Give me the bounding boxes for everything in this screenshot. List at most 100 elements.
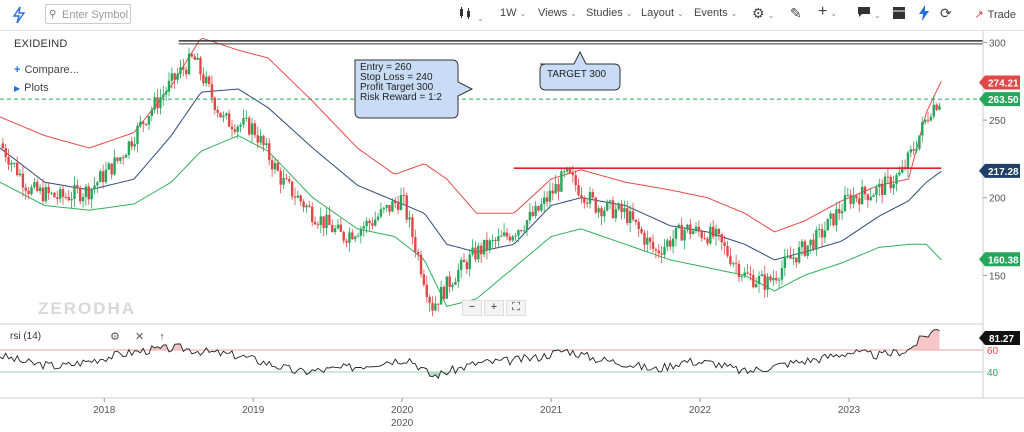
lightning-logo-icon[interactable] bbox=[12, 6, 26, 24]
events-menu[interactable]: Events ⌄ bbox=[694, 7, 737, 19]
comment-button[interactable]: ⌄ bbox=[857, 6, 881, 21]
candle-down bbox=[657, 250, 660, 254]
compare-button[interactable]: + Compare... bbox=[14, 64, 79, 76]
gear-icon[interactable]: ⚙ bbox=[110, 331, 120, 343]
candle-down bbox=[820, 228, 824, 238]
candle-down bbox=[505, 232, 509, 237]
candle-down bbox=[437, 303, 440, 305]
candle-up bbox=[757, 275, 761, 284]
candle-up bbox=[906, 152, 910, 169]
candle-up bbox=[852, 195, 855, 204]
candle-up bbox=[50, 192, 53, 194]
candle-up bbox=[359, 228, 363, 236]
studies-menu[interactable]: Studies ⌄ bbox=[586, 7, 632, 19]
compare-label: Compare... bbox=[24, 64, 79, 76]
trade-button[interactable]: ↗ Trade bbox=[974, 8, 1016, 21]
candle-up bbox=[511, 236, 514, 241]
candle-up bbox=[107, 163, 111, 170]
candle-up bbox=[236, 126, 239, 132]
candle-down bbox=[660, 253, 663, 255]
candle-up bbox=[800, 241, 804, 248]
candle-up bbox=[646, 237, 649, 245]
close-icon[interactable]: ✕ bbox=[134, 331, 145, 343]
candle-up bbox=[740, 276, 744, 278]
candle-up bbox=[305, 205, 308, 208]
candle-down bbox=[27, 190, 30, 194]
candle-up bbox=[780, 268, 784, 280]
candle-down bbox=[4, 148, 7, 158]
candle-up bbox=[826, 218, 829, 231]
candle-up bbox=[883, 176, 887, 195]
search-input[interactable]: ⚲ Enter Symbol bbox=[45, 4, 131, 24]
candle-up bbox=[560, 171, 563, 192]
settings-button[interactable]: ⚙ ⌄ bbox=[752, 5, 774, 22]
zoom-out-button[interactable]: − bbox=[462, 300, 482, 316]
candle-down bbox=[669, 240, 672, 247]
x-tick-label: 2019 bbox=[242, 405, 265, 416]
candle-down bbox=[737, 263, 741, 278]
y-tick-label: 200 bbox=[989, 194, 1006, 205]
candle-down bbox=[156, 97, 159, 109]
entry-note-callout[interactable]: Entry = 260 Stop Loss = 240 Profit Targe… bbox=[354, 59, 474, 119]
price-badge bbox=[979, 163, 1020, 178]
note-line-1: Entry = 260 bbox=[360, 62, 412, 73]
candle-up bbox=[528, 211, 532, 221]
candle-up bbox=[806, 245, 809, 256]
views-label: Views bbox=[538, 7, 568, 19]
candle-down bbox=[207, 76, 211, 85]
chevron-down-icon: ⌄ bbox=[730, 9, 738, 18]
candle-up bbox=[835, 209, 838, 226]
candle-down bbox=[199, 57, 202, 75]
candle-up bbox=[374, 219, 377, 226]
candle-down bbox=[64, 196, 68, 198]
candle-down bbox=[411, 217, 414, 237]
layout-label: Layout bbox=[641, 7, 675, 19]
bollinger-middle-band bbox=[0, 88, 942, 261]
refresh-button[interactable]: ⟳ bbox=[940, 5, 952, 22]
table-button[interactable] bbox=[893, 7, 905, 22]
candle-down bbox=[101, 171, 105, 183]
candle-up bbox=[840, 211, 844, 214]
candle-up bbox=[608, 200, 612, 202]
candle-down bbox=[651, 241, 655, 250]
candle-up bbox=[617, 203, 620, 210]
interval-dropdown[interactable]: 1W ⌄ bbox=[500, 7, 526, 19]
top-toolbar: ⚲ Enter Symbol ⌄ 1W ⌄ Views ⌄ Studies ⌄ Lay… bbox=[0, 0, 1024, 31]
candle-up bbox=[385, 205, 388, 208]
zoom-in-button[interactable]: + bbox=[484, 300, 504, 316]
target-callout[interactable]: TARGET 300 bbox=[539, 50, 621, 91]
candle-down bbox=[866, 194, 870, 201]
candle-down bbox=[121, 157, 125, 159]
draw-button[interactable]: ✎ bbox=[790, 5, 802, 22]
candle-down bbox=[388, 205, 391, 212]
candle-down bbox=[67, 197, 70, 201]
views-menu[interactable]: Views ⌄ bbox=[538, 7, 577, 19]
chevron-down-icon: ⌄ bbox=[570, 9, 577, 18]
candle-up bbox=[938, 105, 941, 110]
price-badge-label: 263.50 bbox=[988, 95, 1019, 106]
candle-down bbox=[339, 224, 343, 232]
candle-up bbox=[666, 240, 669, 247]
triangle-right-icon: ▶ bbox=[14, 84, 21, 93]
fullscreen-button[interactable]: ⛶ bbox=[506, 300, 526, 316]
candle-up bbox=[663, 246, 666, 255]
crosshair-button[interactable]: + ⌄ bbox=[818, 3, 837, 21]
candle-down bbox=[130, 141, 133, 147]
lightning-button[interactable] bbox=[918, 5, 930, 24]
candle-up bbox=[683, 229, 686, 241]
candle-down bbox=[531, 211, 534, 216]
candle-up bbox=[376, 216, 380, 220]
candle-down bbox=[568, 167, 572, 174]
candle-down bbox=[723, 242, 726, 246]
plots-toggle[interactable]: ▶ Plots bbox=[14, 82, 79, 94]
chart-type-dropdown[interactable]: ⌄ bbox=[458, 5, 484, 24]
layout-menu[interactable]: Layout ⌄ bbox=[641, 7, 684, 19]
candle-down bbox=[697, 226, 701, 232]
candle-up bbox=[743, 272, 746, 277]
candle-up bbox=[167, 80, 171, 92]
arrow-up-icon[interactable]: ↑ bbox=[159, 331, 165, 343]
candle-up bbox=[482, 239, 486, 255]
candle-up bbox=[677, 224, 681, 228]
candle-down bbox=[276, 163, 280, 171]
